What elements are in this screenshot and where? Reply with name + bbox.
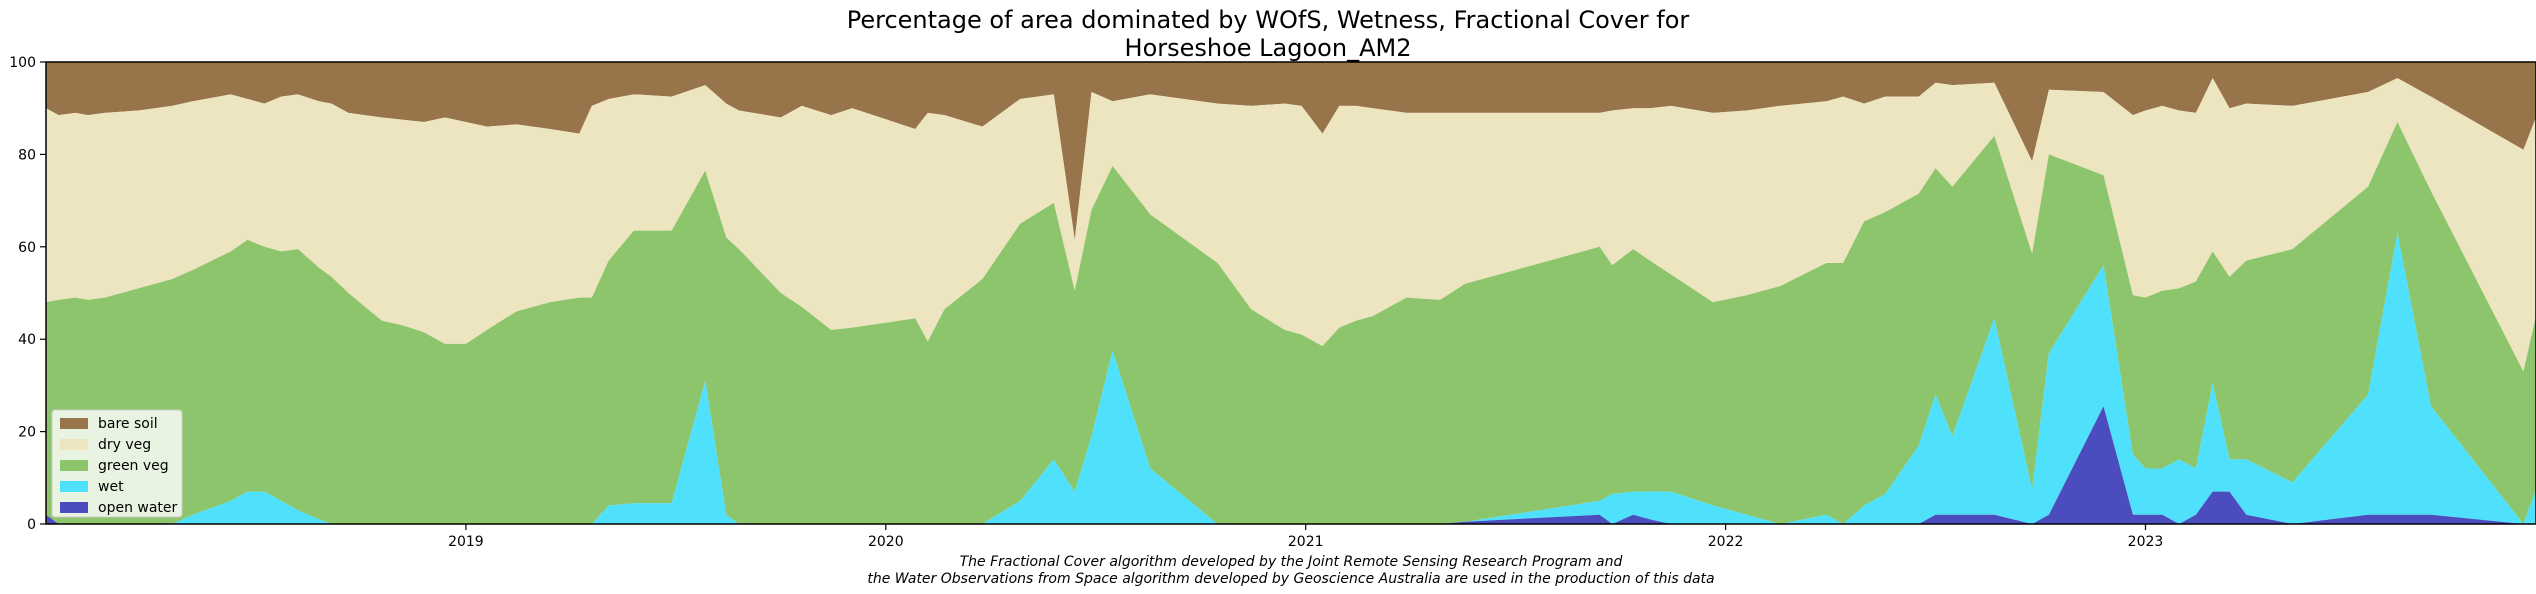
footnote-line-1: The Fractional Cover algorithm developed… bbox=[960, 554, 1623, 570]
footnote-line-2: the Water Observations from Space algori… bbox=[867, 571, 1714, 587]
y-tick-label: 60 bbox=[18, 240, 36, 256]
x-tick-label: 2021 bbox=[1288, 534, 1324, 550]
x-tick-label: 2020 bbox=[868, 534, 904, 550]
x-axis: 2019 2020 2021 2022 2023 bbox=[448, 524, 2163, 550]
legend-label-green-veg: green veg bbox=[98, 458, 169, 474]
legend-label-bare-soil: bare soil bbox=[98, 416, 158, 432]
legend-label-wet: wet bbox=[98, 479, 124, 495]
legend-swatch-open-water bbox=[60, 502, 88, 513]
plot-frame bbox=[45, 61, 2536, 525]
legend-swatch-dry-veg bbox=[60, 439, 88, 450]
legend-swatch-green-veg bbox=[60, 460, 88, 471]
y-tick-label: 20 bbox=[18, 425, 36, 441]
y-tick-label: 100 bbox=[9, 55, 36, 71]
legend-label-dry-veg: dry veg bbox=[98, 437, 151, 453]
chart-title-line-2: Horseshoe Lagoon_AM2 bbox=[1125, 34, 1412, 62]
x-tick-label: 2022 bbox=[1708, 534, 1744, 550]
legend: bare soil dry veg green veg wet open wat… bbox=[51, 409, 183, 518]
area-wet bbox=[46, 232, 2536, 524]
area-green-veg bbox=[46, 122, 2536, 524]
y-axis: 0 20 40 60 80 100 bbox=[9, 55, 46, 533]
area-dry-veg bbox=[46, 78, 2536, 372]
x-tick-label: 2023 bbox=[2128, 534, 2164, 550]
legend-swatch-wet bbox=[60, 481, 88, 492]
legend-label-open-water: open water bbox=[98, 500, 178, 516]
legend-swatch-bare-soil bbox=[60, 418, 88, 429]
area-bare-soil bbox=[46, 62, 2536, 240]
y-tick-label: 80 bbox=[18, 147, 36, 163]
chart-title-line-1: Percentage of area dominated by WOfS, We… bbox=[847, 6, 1690, 34]
x-tick-label: 2019 bbox=[448, 534, 484, 550]
y-tick-label: 40 bbox=[18, 332, 36, 348]
y-tick-label: 0 bbox=[27, 517, 36, 533]
stacked-area-group bbox=[46, 62, 2536, 524]
